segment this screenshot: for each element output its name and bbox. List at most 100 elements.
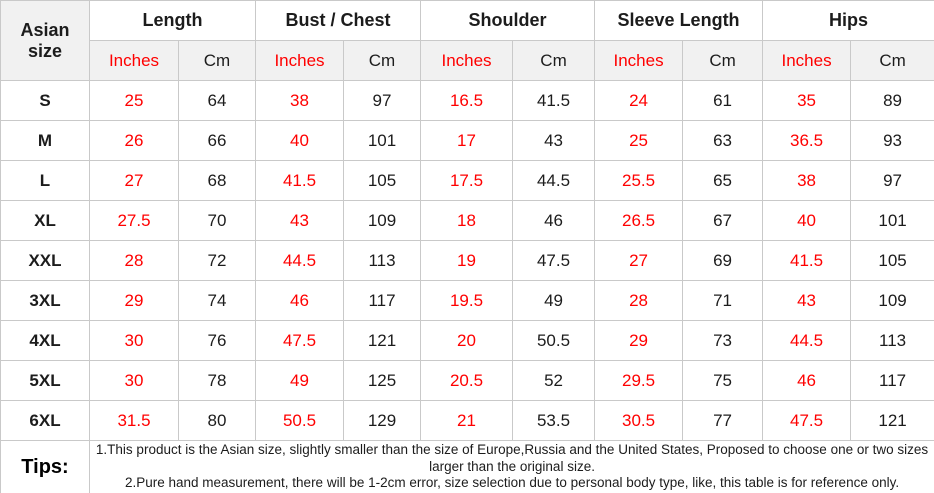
value-cell-cm: 78 [178,360,256,401]
group-header-cell: Sleeve Length [594,0,764,41]
value-cell-cm: 64 [178,80,256,121]
unit-header-cm-cell: Cm [850,40,934,81]
value-cell-cm: 113 [342,240,422,281]
value-cell-inches: 18 [420,200,514,241]
value-cell-inches: 17 [420,120,514,161]
group-header-cell: Hips [762,0,934,41]
value-cell-cm: 97 [342,80,422,121]
tips-row: Tips: 1.This product is the Asian size, … [0,440,934,493]
value-cell-inches: 40 [255,120,344,161]
size-label-cell: 3XL [0,280,90,321]
value-cell-cm: 49 [512,280,596,321]
table-body: S 25 64 38 97 16.5 41.5 24 61 35 89 M 26 66 40 101 17 43 2… [0,80,934,441]
size-label-cell: 6XL [0,400,90,441]
value-cell-cm: 121 [850,400,934,441]
value-cell-inches: 21 [420,400,514,441]
value-cell-cm: 68 [178,160,256,201]
unit-header-inches-cell: Inches [89,40,179,81]
value-cell-cm: 53.5 [512,400,596,441]
value-cell-cm: 66 [178,120,256,161]
value-cell-cm: 105 [342,160,422,201]
value-cell-cm: 93 [850,120,934,161]
value-cell-inches: 16.5 [420,80,514,121]
value-cell-inches: 43 [762,280,852,321]
value-cell-inches: 43 [255,200,344,241]
value-cell-inches: 19 [420,240,514,281]
value-cell-inches: 26 [89,120,179,161]
unit-header-row: Inches Cm Inches Cm Inches Cm Inches Cm Inches Cm [1,40,934,81]
value-cell-cm: 46 [512,200,596,241]
value-cell-cm: 71 [682,280,764,321]
value-cell-inches: 50.5 [255,400,344,441]
value-cell-inches: 30 [89,320,179,361]
value-cell-inches: 30 [89,360,179,401]
value-cell-inches: 44.5 [255,240,344,281]
value-cell-inches: 31.5 [89,400,179,441]
unit-header-cm-cell: Cm [342,40,422,81]
value-cell-inches: 28 [594,280,684,321]
unit-header-cm-cell: Cm [682,40,764,81]
table-row: 4XL 30 76 47.5 121 20 50.5 29 73 44.5 113 [0,320,934,361]
value-cell-inches: 29 [594,320,684,361]
tips-note-1: 1.This product is the Asian size, slight… [95,441,929,474]
value-cell-cm: 76 [178,320,256,361]
unit-header-inches-cell: Inches [420,40,514,81]
value-cell-inches: 41.5 [255,160,344,201]
group-header-row: Asian size Length Bust / Chest Shoulder Slee… [0,0,934,81]
value-cell-inches: 26.5 [594,200,684,241]
tips-label: Tips: [0,440,90,493]
size-label-cell: XL [0,200,90,241]
group-header-cell: Shoulder [420,0,596,41]
unit-header-inches-cell: Inches [762,40,852,81]
value-cell-inches: 17.5 [420,160,514,201]
value-cell-cm: 125 [342,360,422,401]
value-cell-inches: 30.5 [594,400,684,441]
value-cell-cm: 101 [850,200,934,241]
value-cell-cm: 75 [682,360,764,401]
table-row: S 25 64 38 97 16.5 41.5 24 61 35 89 [0,80,934,121]
size-label-cell: 4XL [0,320,90,361]
size-label-cell: M [0,120,90,161]
value-cell-cm: 43 [512,120,596,161]
value-cell-inches: 47.5 [255,320,344,361]
unit-header-cm-cell: Cm [178,40,256,81]
corner-header-cell: Asian size [0,0,90,81]
value-cell-cm: 69 [682,240,764,281]
value-cell-inches: 29.5 [594,360,684,401]
value-cell-cm: 89 [850,80,934,121]
value-cell-inches: 27 [89,160,179,201]
value-cell-inches: 38 [762,160,852,201]
value-cell-cm: 117 [342,280,422,321]
value-cell-cm: 47.5 [512,240,596,281]
value-cell-cm: 61 [682,80,764,121]
table-row: 6XL 31.5 80 50.5 129 21 53.5 30.5 77 47.5 121 [0,400,934,441]
size-label-cell: 5XL [0,360,90,401]
table-row: XL 27.5 70 43 109 18 46 26.5 67 40 101 [0,200,934,241]
value-cell-inches: 29 [89,280,179,321]
value-cell-cm: 105 [850,240,934,281]
value-cell-inches: 46 [762,360,852,401]
value-cell-cm: 70 [178,200,256,241]
value-cell-inches: 25 [594,120,684,161]
unit-header-inches-cell: Inches [255,40,344,81]
value-cell-cm: 109 [850,280,934,321]
value-cell-cm: 41.5 [512,80,596,121]
value-cell-cm: 73 [682,320,764,361]
value-cell-cm: 52 [512,360,596,401]
value-cell-inches: 35 [762,80,852,121]
value-cell-inches: 27.5 [89,200,179,241]
value-cell-cm: 65 [682,160,764,201]
value-cell-inches: 28 [89,240,179,281]
value-cell-inches: 36.5 [762,120,852,161]
value-cell-cm: 77 [682,400,764,441]
value-cell-cm: 121 [342,320,422,361]
value-cell-inches: 49 [255,360,344,401]
value-cell-inches: 27 [594,240,684,281]
value-cell-inches: 46 [255,280,344,321]
value-cell-inches: 40 [762,200,852,241]
value-cell-cm: 109 [342,200,422,241]
value-cell-cm: 97 [850,160,934,201]
value-cell-inches: 24 [594,80,684,121]
tips-notes: 1.This product is the Asian size, slight… [88,440,934,493]
